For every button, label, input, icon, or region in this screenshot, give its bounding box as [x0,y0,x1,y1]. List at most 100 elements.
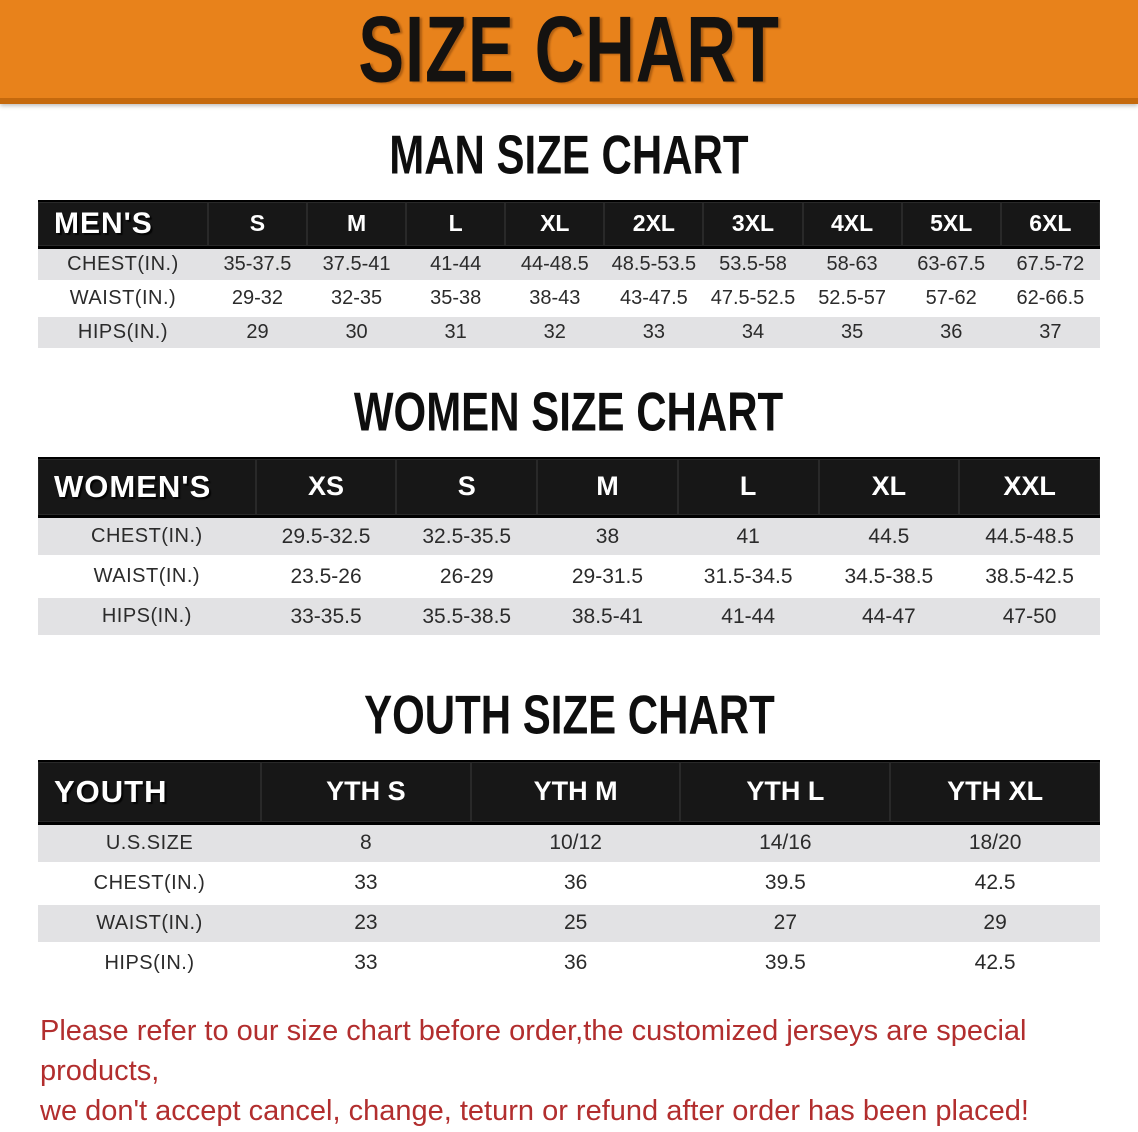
measurement-row: HIPS(IN.) 33 36 39.5 42.5 [38,943,1100,985]
size-value-cell: 30 [307,315,407,351]
size-value-cell: 42.5 [890,863,1100,905]
size-value-cell: 35-38 [406,281,506,317]
measurement-label: HIPS(IN.) [38,596,256,638]
size-column-header: XS [255,456,397,518]
size-value-cell: 47.5-52.5 [703,281,803,317]
disclaimer-note: Please refer to our size chart before or… [40,1011,1102,1131]
size-value-cell: 41 [677,516,819,558]
size-value-cell: 36 [470,943,681,985]
measurement-row: CHEST(IN.) 35-37.5 37.5-41 41-44 44-48.5 48.5… [38,247,1100,283]
size-value-cell: 27 [680,903,891,945]
size-value-cell: 52.5-57 [802,281,902,317]
size-value-cell: 44.5-48.5 [959,516,1100,558]
men-section-heading: MAN SIZE CHART [0,124,1138,186]
size-value-cell: 34 [703,315,803,351]
size-value-cell: 37.5-41 [307,247,407,283]
size-column-header: S [396,456,538,518]
size-column-header: YTH L [680,760,891,825]
size-value-cell: 47-50 [959,596,1100,638]
size-value-cell: 58-63 [802,247,902,283]
size-value-cell: 18/20 [890,823,1100,865]
measurement-row: HIPS(IN.) 29 30 31 32 33 34 35 36 37 [38,315,1100,351]
size-value-cell: 44-47 [818,596,960,638]
size-value-cell: 38 [537,516,678,558]
size-value-cell: 29 [890,903,1100,945]
group-label: WOMEN'S [38,456,256,518]
size-value-cell: 35-37.5 [207,247,308,283]
disclaimer-line-1: Please refer to our size chart before or… [40,1014,1027,1087]
measurement-label: WAIST(IN.) [38,281,208,317]
size-value-cell: 42.5 [890,943,1100,985]
size-value-cell: 33 [261,943,471,985]
size-value-cell: 38-43 [505,281,605,317]
size-value-cell: 23 [261,903,471,945]
size-value-cell: 38.5-42.5 [959,556,1100,598]
size-value-cell: 41-44 [406,247,506,283]
size-value-cell: 38.5-41 [537,596,678,638]
size-value-cell: 10/12 [470,823,681,865]
women-section-heading: WOMEN SIZE CHART [0,380,1138,443]
size-value-cell: 39.5 [680,943,891,985]
size-column-header: L [677,456,819,518]
measurement-row: CHEST(IN.) 29.5-32.5 32.5-35.5 38 41 44.5 44.5… [38,516,1100,558]
size-value-cell: 36 [901,315,1001,351]
size-value-cell: 43-47.5 [604,281,704,317]
measurement-row: HIPS(IN.) 33-35.5 35.5-38.5 38.5-41 41-44 44-… [38,596,1100,638]
measurement-label: WAIST(IN.) [38,556,256,598]
size-column-header: YTH M [470,760,681,825]
size-table-header-row: YOUTH YTH S YTH M YTH L YTH XL [38,760,1100,825]
size-value-cell: 33-35.5 [255,596,397,638]
youth-section-heading: YOUTH SIZE CHART [0,684,1138,746]
group-label: MEN'S [38,200,208,249]
size-column-header: 3XL [703,200,803,249]
size-value-cell: 67.5-72 [1000,247,1100,283]
size-column-header: 2XL [604,200,704,249]
youth-size-table: YOUTH YTH S YTH M YTH L YTH XL U.S.SIZE 8 10/12… [38,760,1100,985]
size-value-cell: 32.5-35.5 [396,516,538,558]
size-value-cell: 32 [505,315,605,351]
women-section-heading-text: WOMEN SIZE CHART [354,380,784,443]
size-column-header: 4XL [802,200,902,249]
size-column-header: 5XL [901,200,1001,249]
page-title: SIZE CHART [358,0,780,102]
size-column-header: YTH XL [890,760,1100,825]
size-value-cell: 36 [470,863,681,905]
size-value-cell: 29-32 [207,281,308,317]
size-column-header: S [207,200,308,249]
size-value-cell: 14/16 [680,823,891,865]
measurement-label: CHEST(IN.) [38,863,262,905]
size-column-header: XL [818,456,960,518]
size-value-cell: 31.5-34.5 [677,556,819,598]
size-column-header: M [307,200,407,249]
measurement-label: CHEST(IN.) [38,516,256,558]
men-section-heading-text: MAN SIZE CHART [389,124,749,186]
youth-section-heading-text: YOUTH SIZE CHART [363,684,775,746]
banner: SIZE CHART [0,0,1138,104]
measurement-row: U.S.SIZE 8 10/12 14/16 18/20 [38,823,1100,865]
measurement-label: HIPS(IN.) [38,315,208,351]
size-value-cell: 32-35 [307,281,407,317]
size-value-cell: 29.5-32.5 [255,516,397,558]
size-value-cell: 23.5-26 [255,556,397,598]
size-table-header-row: MEN'S S M L XL 2XL 3XL 4XL 5XL 6XL [38,200,1100,249]
men-size-table: MEN'S S M L XL 2XL 3XL 4XL 5XL 6XL CHEST(IN.) 35-37… [38,200,1100,351]
size-value-cell: 39.5 [680,863,891,905]
group-label: YOUTH [38,760,262,825]
measurement-label: CHEST(IN.) [38,247,208,283]
measurement-row: CHEST(IN.) 33 36 39.5 42.5 [38,863,1100,905]
measurement-row: WAIST(IN.) 23 25 27 29 [38,903,1100,945]
measurement-label: HIPS(IN.) [38,943,262,985]
size-column-header: L [406,200,506,249]
size-column-header: XXL [959,456,1100,518]
women-size-table: WOMEN'S XS S M L XL XXL CHEST(IN.) 29.5-32.5 32.5… [38,456,1100,638]
size-value-cell: 48.5-53.5 [604,247,704,283]
size-value-cell: 41-44 [677,596,819,638]
size-value-cell: 8 [261,823,471,865]
measurement-row: WAIST(IN.) 23.5-26 26-29 29-31.5 31.5-34.5 34… [38,556,1100,598]
disclaimer-line-2: we don't accept cancel, change, teturn o… [40,1094,1029,1127]
measurement-label: WAIST(IN.) [38,903,262,945]
size-column-header: 6XL [1000,200,1100,249]
measurement-row: WAIST(IN.) 29-32 32-35 35-38 38-43 43-47.5 47.… [38,281,1100,317]
measurement-label: U.S.SIZE [38,823,262,865]
